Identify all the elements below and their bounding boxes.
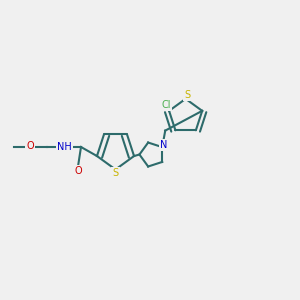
Text: O: O — [74, 166, 82, 176]
Text: N: N — [160, 140, 167, 150]
Text: S: S — [112, 167, 118, 178]
Text: NH: NH — [57, 142, 72, 152]
Text: Cl: Cl — [162, 100, 171, 110]
Text: S: S — [184, 90, 190, 100]
Text: O: O — [26, 141, 34, 152]
